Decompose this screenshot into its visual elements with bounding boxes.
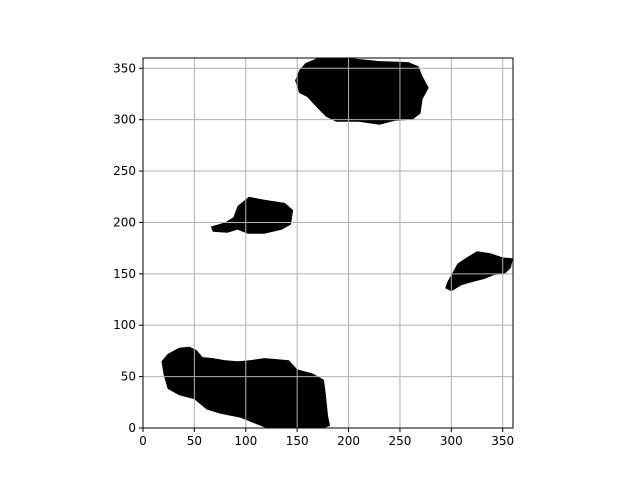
x-tick-label-1: 50 — [187, 434, 202, 448]
x-tick-label-4: 200 — [337, 434, 360, 448]
y-tick-label-3: 150 — [113, 267, 136, 281]
blob-region-2 — [210, 196, 294, 234]
x-tick-label-2: 100 — [234, 434, 257, 448]
y-tick-label-2: 100 — [113, 318, 136, 332]
y-tick-label-1: 50 — [121, 370, 136, 384]
blob-region-3 — [445, 251, 513, 292]
y-tick-label-0: 0 — [128, 421, 136, 435]
x-tick-label-6: 300 — [440, 434, 463, 448]
plot-frame — [142, 57, 514, 429]
x-tick-label-7: 350 — [491, 434, 514, 448]
x-tick-label-5: 250 — [388, 434, 411, 448]
y-tick-label-6: 300 — [113, 113, 136, 127]
y-tick-label-7: 350 — [113, 61, 136, 75]
x-tick-label-3: 150 — [286, 434, 309, 448]
x-tick-label-0: 0 — [139, 434, 147, 448]
ticks-layer: 0 50 100 150 200 250 300 350 0 50 100 150 200 250 300 3… — [113, 61, 514, 448]
blob-region-4 — [295, 58, 429, 125]
y-tick-label-4: 200 — [113, 215, 136, 229]
y-tick-label-5: 250 — [113, 164, 136, 178]
